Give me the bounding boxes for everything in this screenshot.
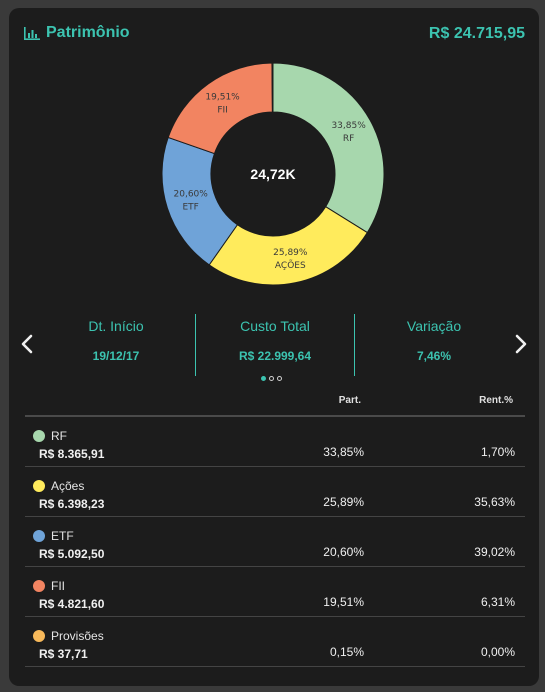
row-value: R$ 8.365,91 — [39, 447, 105, 461]
row-rent: 0,00% — [480, 645, 515, 659]
chevron-right-icon[interactable] — [511, 332, 531, 356]
row-name-group: FII — [33, 579, 65, 593]
row-part: 0,15% — [329, 645, 364, 659]
row-name: Provisões — [51, 629, 104, 643]
row-name: Ações — [51, 479, 85, 493]
row-name-group: Provisões — [33, 629, 104, 643]
slice-percent-label: 20,60% — [174, 190, 209, 200]
row-name-group: RF — [33, 429, 67, 443]
legend-swatch — [33, 580, 45, 592]
donut-center-label: 24,72K — [250, 166, 295, 182]
kpi-variation: Variação 7,46% — [354, 318, 514, 363]
pie-slice-rf[interactable] — [272, 62, 385, 234]
row-rent: 6,31% — [480, 595, 515, 609]
title-group: Patrimônio — [23, 24, 130, 42]
row-name-group: Ações — [33, 479, 84, 493]
pagination-dot[interactable] — [277, 376, 282, 381]
column-header-part[interactable]: Part. — [338, 395, 361, 406]
legend-swatch — [33, 630, 45, 642]
kpi-start-date: Dt. Início 19/12/17 — [36, 318, 196, 363]
legend-swatch — [33, 480, 45, 492]
slice-category-label: FII — [217, 106, 228, 116]
divider — [195, 314, 196, 376]
row-value: R$ 4.821,60 — [39, 597, 105, 611]
chevron-left-icon[interactable] — [17, 332, 37, 356]
total-value: R$ 24.715,95 — [428, 25, 525, 42]
card-header: Patrimônio R$ 24.715,95 — [23, 24, 525, 48]
carousel-pagination — [261, 376, 282, 381]
slice-percent-label: 33,85% — [331, 121, 366, 131]
row-rent: 35,63% — [474, 495, 515, 509]
slice-category-label: AÇÕES — [275, 259, 306, 271]
row-rent: 39,02% — [474, 545, 515, 559]
pie-slice-provisões[interactable] — [271, 62, 274, 113]
table-row[interactable]: Provisões R$ 37,71 0,15% 0,00% — [25, 617, 525, 667]
row-name: RF — [51, 429, 67, 443]
pagination-dot[interactable] — [261, 376, 266, 381]
table-row[interactable]: FII R$ 4.821,60 19,51% 6,31% — [25, 567, 525, 617]
bar-chart-icon — [24, 27, 40, 40]
table-row[interactable]: RF R$ 8.365,91 33,85% 1,70% — [25, 417, 525, 467]
slice-category-label: ETF — [182, 203, 198, 213]
row-value: R$ 5.092,50 — [39, 547, 105, 561]
page-title: Patrimônio — [46, 24, 130, 41]
row-part: 20,60% — [323, 545, 364, 559]
kpi-total-cost: Custo Total R$ 22.999,64 — [195, 318, 355, 363]
legend-swatch — [33, 430, 45, 442]
kpi-value: 7,46% — [416, 349, 452, 363]
table-row[interactable]: Ações R$ 6.398,23 25,89% 35,63% — [25, 467, 525, 517]
pagination-dot[interactable] — [269, 376, 274, 381]
slice-percent-label: 19,51% — [205, 93, 240, 103]
kpi-value: R$ 22.999,64 — [238, 349, 312, 363]
patrimonio-card: Patrimônio R$ 24.715,95 33,85% RF 25,89% AÇ… — [9, 8, 539, 686]
allocation-donut-chart: 33,85% RF 25,89%AÇÕES 20,60% ETF 19,51% FII 24,… — [161, 62, 385, 286]
row-name: ETF — [51, 529, 74, 543]
slice-percent-label: 25,89% — [273, 248, 308, 258]
column-header-rent[interactable]: Rent.% — [479, 395, 513, 406]
row-part: 25,89% — [323, 495, 364, 509]
row-name-group: ETF — [33, 529, 74, 543]
slice-category-label: RF — [343, 134, 354, 144]
divider — [354, 314, 355, 376]
row-value: R$ 37,71 — [39, 647, 88, 661]
kpi-value: 19/12/17 — [92, 349, 140, 363]
pie-slice-ações[interactable] — [208, 206, 368, 286]
row-rent: 1,70% — [480, 445, 515, 459]
table-header: Part. Rent.% — [25, 393, 525, 417]
kpi-label: Dt. Início — [88, 318, 144, 334]
row-value: R$ 6.398,23 — [39, 497, 105, 511]
row-part: 33,85% — [323, 445, 364, 459]
summary-carousel: Dt. Início 19/12/17 Custo Total R$ 22.99… — [9, 308, 539, 388]
kpi-label: Custo Total — [240, 318, 310, 334]
row-part: 19,51% — [323, 595, 364, 609]
kpi-label: Variação — [406, 318, 462, 334]
row-name: FII — [51, 579, 65, 593]
allocation-table: Part. Rent.% RF R$ 8.365,91 33,85% 1,70% Açõ… — [25, 393, 525, 667]
table-body: RF R$ 8.365,91 33,85% 1,70% Ações R$ 6.398,23… — [25, 417, 525, 667]
table-row[interactable]: ETF R$ 5.092,50 20,60% 39,02% — [25, 517, 525, 567]
legend-swatch — [33, 530, 45, 542]
